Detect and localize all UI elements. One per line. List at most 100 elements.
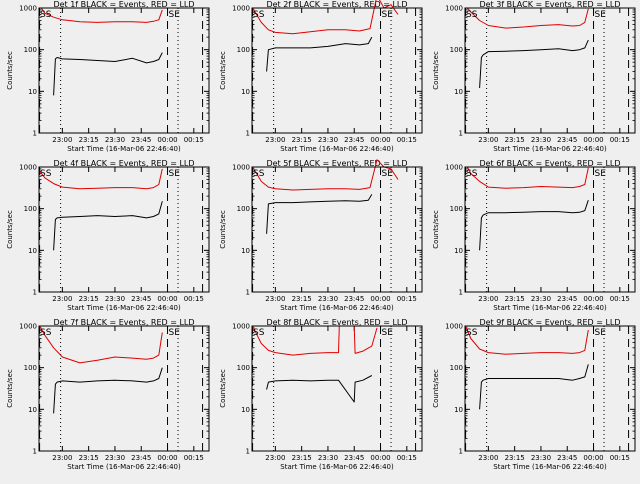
se-annotation: SE bbox=[382, 328, 394, 338]
x-axis-label: Start Time (16-Mar-06 22:46:40) bbox=[493, 463, 607, 471]
x-tick-label: 23:30 bbox=[531, 295, 551, 303]
y-tick-label: 1 bbox=[246, 130, 250, 138]
y-tick-label: 1 bbox=[459, 130, 463, 138]
chart-panel-det-1f: Det 1f BLACK = Events, RED = LLD Counts/s… bbox=[6, 0, 210, 153]
x-tick-label: 23:30 bbox=[105, 136, 125, 144]
lld-series-line bbox=[39, 325, 163, 364]
lld-series-line bbox=[40, 7, 163, 23]
chart-panel-det-2f: Det 2f BLACK = Events, RED = LLD Counts/s… bbox=[219, 0, 423, 153]
chart-title: Det 5f BLACK = Events, RED = LLD bbox=[266, 159, 407, 168]
y-tick-label: 1000 bbox=[445, 5, 463, 13]
x-tick-label: 00:00 bbox=[157, 295, 177, 303]
chart-panel-det-4f: Det 4f BLACK = Events, RED = LLD Counts/s… bbox=[6, 159, 210, 312]
x-tick-label: 23:30 bbox=[318, 295, 338, 303]
y-axis-label: Counts/sec bbox=[6, 369, 14, 408]
se-annotation: SE bbox=[595, 169, 607, 179]
ss-annotation: SS bbox=[466, 10, 478, 20]
x-tick-label: 23:45 bbox=[344, 454, 364, 462]
x-tick-label: 23:45 bbox=[131, 295, 151, 303]
x-tick-label: 00:00 bbox=[583, 136, 603, 144]
events-series-line bbox=[479, 200, 589, 251]
x-tick-label: 23:00 bbox=[52, 136, 72, 144]
ss-annotation: SS bbox=[253, 10, 265, 20]
events-series-line bbox=[266, 194, 373, 234]
x-axis-label: Start Time (16-Mar-06 22:46:40) bbox=[280, 463, 394, 471]
x-tick-label: 23:00 bbox=[265, 454, 285, 462]
x-axis-label: Start Time (16-Mar-06 22:46:40) bbox=[280, 145, 394, 153]
x-tick-label: 00:15 bbox=[397, 295, 417, 303]
x-tick-label: 00:00 bbox=[370, 136, 390, 144]
chart-panel-det-6f: Det 6f BLACK = Events, RED = LLD Counts/s… bbox=[432, 159, 636, 312]
lld-series-line bbox=[466, 166, 589, 189]
x-tick-label: 23:00 bbox=[265, 295, 285, 303]
plot-frame bbox=[38, 7, 210, 134]
chart-panel-det-9f: Det 9f BLACK = Events, RED = LLD Counts/s… bbox=[432, 318, 636, 471]
x-tick-label: 23:30 bbox=[105, 295, 125, 303]
x-tick-label: 00:15 bbox=[184, 295, 204, 303]
y-tick-label: 10 bbox=[28, 247, 37, 255]
se-annotation: SE bbox=[169, 328, 181, 338]
y-tick-label: 1000 bbox=[445, 323, 463, 331]
y-tick-label: 100 bbox=[237, 205, 250, 213]
x-tick-label: 23:30 bbox=[318, 454, 338, 462]
se-annotation: SE bbox=[595, 328, 607, 338]
x-tick-label: 23:15 bbox=[79, 454, 99, 462]
chart-panel-det-7f: Det 7f BLACK = Events, RED = LLD Counts/s… bbox=[6, 318, 210, 471]
x-tick-label: 00:00 bbox=[157, 136, 177, 144]
y-axis-label: Counts/sec bbox=[219, 51, 227, 90]
events-series-line bbox=[266, 36, 373, 72]
plot-frame bbox=[38, 325, 210, 452]
events-series-line bbox=[53, 201, 163, 251]
plot-frame bbox=[464, 325, 636, 452]
y-axis-label: Counts/sec bbox=[219, 369, 227, 408]
x-axis-label: Start Time (16-Mar-06 22:46:40) bbox=[67, 463, 181, 471]
ss-annotation: SS bbox=[253, 169, 265, 179]
se-annotation: SE bbox=[382, 10, 394, 20]
x-tick-label: 23:45 bbox=[557, 454, 577, 462]
y-axis-label: Counts/sec bbox=[6, 210, 14, 249]
plot-frame bbox=[464, 7, 636, 134]
x-tick-label: 23:00 bbox=[52, 454, 72, 462]
x-axis-label: Start Time (16-Mar-06 22:46:40) bbox=[67, 145, 181, 153]
ss-annotation: SS bbox=[466, 169, 478, 179]
y-tick-label: 100 bbox=[237, 46, 250, 54]
x-tick-label: 23:45 bbox=[131, 454, 151, 462]
se-annotation: SE bbox=[595, 10, 607, 20]
y-tick-label: 1 bbox=[33, 289, 37, 297]
lld-series-line bbox=[465, 325, 589, 355]
plot-frame bbox=[38, 166, 210, 293]
x-axis-label: Start Time (16-Mar-06 22:46:40) bbox=[493, 304, 607, 312]
x-tick-label: 00:15 bbox=[610, 454, 630, 462]
plot-frame bbox=[251, 7, 423, 134]
y-axis-label: Counts/sec bbox=[219, 210, 227, 249]
chart-title: Det 6f BLACK = Events, RED = LLD bbox=[479, 159, 620, 168]
chart-title: Det 2f BLACK = Events, RED = LLD bbox=[266, 0, 407, 9]
events-series-line bbox=[53, 52, 163, 96]
chart-panel-det-3f: Det 3f BLACK = Events, RED = LLD Counts/s… bbox=[432, 0, 636, 153]
events-series-line bbox=[479, 364, 589, 410]
ss-annotation: SS bbox=[40, 10, 52, 20]
x-tick-label: 00:15 bbox=[610, 136, 630, 144]
x-tick-label: 23:30 bbox=[318, 136, 338, 144]
x-tick-label: 23:15 bbox=[292, 295, 312, 303]
se-annotation: SE bbox=[169, 10, 181, 20]
lld-series-line bbox=[252, 0, 399, 35]
y-tick-label: 1000 bbox=[445, 164, 463, 172]
x-tick-label: 00:15 bbox=[610, 295, 630, 303]
se-annotation: SE bbox=[382, 169, 394, 179]
ss-annotation: SS bbox=[253, 328, 265, 338]
x-tick-label: 23:30 bbox=[105, 454, 125, 462]
x-tick-label: 00:00 bbox=[370, 454, 390, 462]
y-tick-label: 1 bbox=[459, 448, 463, 456]
y-tick-label: 100 bbox=[237, 364, 250, 372]
events-series-line bbox=[479, 39, 589, 89]
x-tick-label: 23:00 bbox=[265, 136, 285, 144]
lld-series-line bbox=[466, 7, 589, 29]
x-tick-label: 23:00 bbox=[478, 295, 498, 303]
y-tick-label: 100 bbox=[24, 46, 37, 54]
lld-series-line bbox=[39, 168, 163, 190]
x-tick-label: 23:15 bbox=[79, 295, 99, 303]
lld-series-line bbox=[252, 325, 378, 356]
y-tick-label: 1000 bbox=[232, 323, 250, 331]
